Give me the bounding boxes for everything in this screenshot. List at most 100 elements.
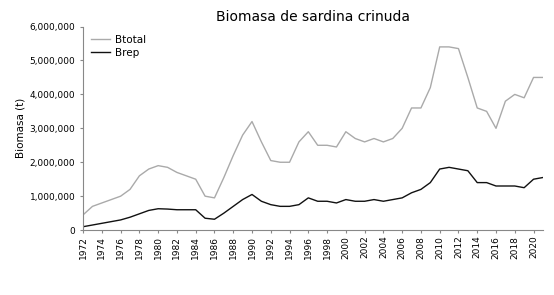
Brep <box>352 199 358 203</box>
Brep <box>268 203 274 206</box>
Brep <box>108 220 115 223</box>
Brep <box>427 181 434 184</box>
Brep <box>277 205 284 208</box>
Btotal <box>380 140 387 144</box>
Brep <box>117 218 124 222</box>
Brep <box>314 199 321 203</box>
Btotal <box>108 198 115 201</box>
Brep <box>127 215 134 219</box>
Btotal <box>521 96 527 100</box>
Btotal <box>511 93 518 96</box>
Brep <box>249 193 255 196</box>
Brep <box>408 191 415 195</box>
Brep <box>183 208 189 212</box>
Btotal <box>399 127 406 130</box>
Btotal <box>286 160 293 164</box>
Btotal <box>314 144 321 147</box>
Btotal <box>324 144 330 147</box>
Brep <box>493 184 499 188</box>
Brep <box>342 198 349 201</box>
Btotal <box>502 99 509 103</box>
Btotal <box>164 165 171 169</box>
Btotal <box>493 127 499 130</box>
Brep <box>99 222 105 225</box>
Btotal <box>530 76 537 79</box>
Brep <box>464 169 471 173</box>
Line: Btotal: Btotal <box>83 47 543 215</box>
Btotal <box>239 133 246 137</box>
Brep <box>418 188 424 191</box>
Brep <box>389 198 396 201</box>
Btotal <box>249 120 255 123</box>
Btotal <box>220 176 227 179</box>
Brep <box>192 208 199 212</box>
Brep <box>146 209 152 212</box>
Brep <box>155 207 162 211</box>
Brep <box>502 184 509 188</box>
Btotal <box>277 160 284 164</box>
Btotal <box>305 130 312 133</box>
Brep <box>483 181 490 184</box>
Btotal <box>418 106 424 110</box>
Brep <box>540 176 546 179</box>
Btotal <box>117 194 124 198</box>
Brep <box>211 217 218 221</box>
Btotal <box>230 154 237 157</box>
Btotal <box>99 201 105 205</box>
Brep <box>296 203 302 206</box>
Brep <box>521 186 527 189</box>
Brep <box>530 178 537 181</box>
Brep <box>437 167 443 171</box>
Btotal <box>296 140 302 144</box>
Brep <box>371 198 377 201</box>
Y-axis label: Biomasa (t): Biomasa (t) <box>16 98 25 158</box>
Brep <box>136 212 143 216</box>
Btotal <box>146 167 152 171</box>
Btotal <box>211 196 218 200</box>
Btotal <box>455 47 462 50</box>
Btotal <box>446 45 453 49</box>
Btotal <box>136 174 143 178</box>
Btotal <box>408 106 415 110</box>
Legend: Btotal, Brep: Btotal, Brep <box>88 32 150 61</box>
Brep <box>324 199 330 203</box>
Brep <box>173 208 180 212</box>
Brep <box>220 211 227 215</box>
Btotal <box>173 171 180 174</box>
Btotal <box>464 76 471 79</box>
Btotal <box>361 140 368 144</box>
Brep <box>305 196 312 200</box>
Brep <box>258 199 265 203</box>
Brep <box>202 217 208 220</box>
Btotal <box>342 130 349 133</box>
Btotal <box>333 145 340 149</box>
Btotal <box>155 164 162 167</box>
Btotal <box>89 205 96 208</box>
Btotal <box>127 188 134 191</box>
Brep <box>80 225 86 229</box>
Btotal <box>427 86 434 89</box>
Btotal <box>352 137 358 140</box>
Btotal <box>437 45 443 49</box>
Brep <box>361 199 368 203</box>
Btotal <box>80 213 86 217</box>
Btotal <box>192 178 199 181</box>
Brep <box>399 196 406 200</box>
Brep <box>511 184 518 188</box>
Title: Biomasa de sardina crinuda: Biomasa de sardina crinuda <box>216 10 410 24</box>
Brep <box>474 181 480 184</box>
Btotal <box>540 76 546 79</box>
Brep <box>239 198 246 201</box>
Brep <box>455 167 462 171</box>
Btotal <box>202 194 208 198</box>
Btotal <box>371 137 377 140</box>
Btotal <box>183 174 189 178</box>
Btotal <box>474 106 480 110</box>
Brep <box>89 223 96 227</box>
Btotal <box>258 140 265 144</box>
Line: Brep: Brep <box>83 167 543 227</box>
Brep <box>230 205 237 208</box>
Brep <box>286 205 293 208</box>
Brep <box>380 199 387 203</box>
Brep <box>333 201 340 205</box>
